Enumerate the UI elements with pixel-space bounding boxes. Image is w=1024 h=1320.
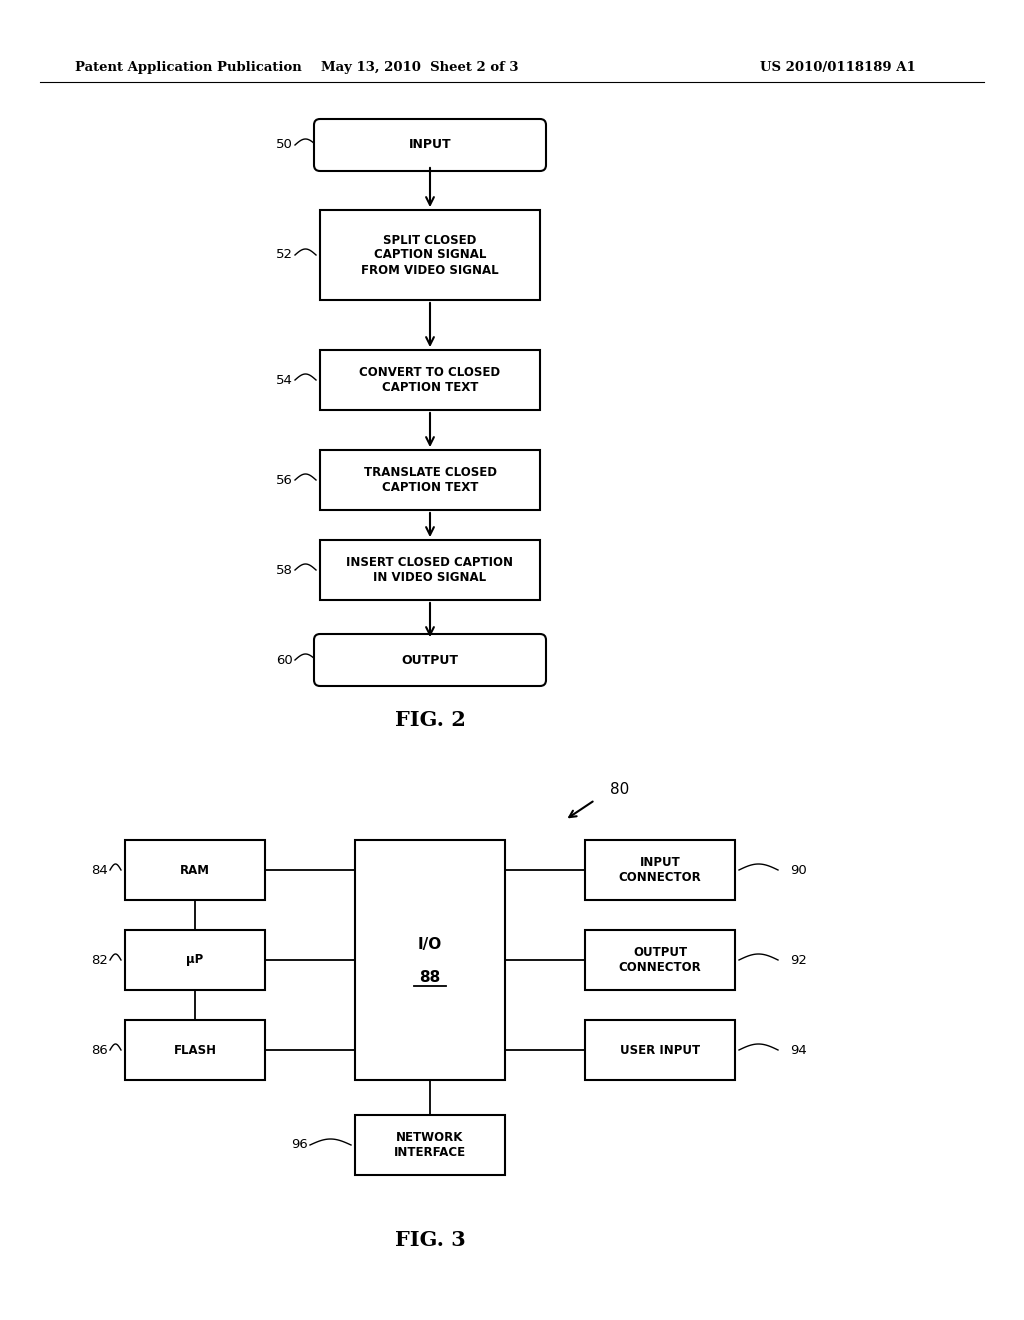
Text: 80: 80 (610, 783, 630, 797)
Text: 56: 56 (276, 474, 293, 487)
Text: 52: 52 (276, 248, 293, 261)
FancyBboxPatch shape (355, 1115, 505, 1175)
Text: 88: 88 (420, 970, 440, 986)
Text: INPUT: INPUT (409, 139, 452, 152)
FancyBboxPatch shape (585, 1020, 735, 1080)
FancyBboxPatch shape (125, 840, 265, 900)
Text: INPUT
CONNECTOR: INPUT CONNECTOR (618, 855, 701, 884)
FancyBboxPatch shape (319, 450, 540, 510)
FancyBboxPatch shape (585, 931, 735, 990)
Text: 86: 86 (91, 1044, 108, 1056)
Text: 50: 50 (276, 139, 293, 152)
Text: US 2010/0118189 A1: US 2010/0118189 A1 (760, 62, 915, 74)
Text: TRANSLATE CLOSED
CAPTION TEXT: TRANSLATE CLOSED CAPTION TEXT (364, 466, 497, 494)
FancyBboxPatch shape (125, 931, 265, 990)
Text: May 13, 2010  Sheet 2 of 3: May 13, 2010 Sheet 2 of 3 (322, 62, 519, 74)
Text: I/O: I/O (418, 937, 442, 953)
FancyBboxPatch shape (319, 540, 540, 601)
Text: 84: 84 (91, 863, 108, 876)
Text: OUTPUT
CONNECTOR: OUTPUT CONNECTOR (618, 946, 701, 974)
Text: FIG. 3: FIG. 3 (394, 1230, 465, 1250)
Text: 90: 90 (790, 863, 807, 876)
Text: OUTPUT: OUTPUT (401, 653, 459, 667)
Text: 60: 60 (276, 653, 293, 667)
Text: NETWORK
INTERFACE: NETWORK INTERFACE (394, 1131, 466, 1159)
Text: 58: 58 (276, 564, 293, 577)
FancyBboxPatch shape (125, 1020, 265, 1080)
Text: RAM: RAM (180, 863, 210, 876)
FancyBboxPatch shape (585, 840, 735, 900)
Text: FLASH: FLASH (173, 1044, 216, 1056)
Text: 96: 96 (291, 1138, 308, 1151)
Text: USER INPUT: USER INPUT (620, 1044, 700, 1056)
FancyBboxPatch shape (314, 634, 546, 686)
FancyBboxPatch shape (319, 350, 540, 411)
Text: 92: 92 (790, 953, 807, 966)
Text: FIG. 2: FIG. 2 (394, 710, 466, 730)
Text: 94: 94 (790, 1044, 807, 1056)
FancyBboxPatch shape (314, 119, 546, 172)
Text: CONVERT TO CLOSED
CAPTION TEXT: CONVERT TO CLOSED CAPTION TEXT (359, 366, 501, 393)
Text: Patent Application Publication: Patent Application Publication (75, 62, 302, 74)
Text: INSERT CLOSED CAPTION
IN VIDEO SIGNAL: INSERT CLOSED CAPTION IN VIDEO SIGNAL (346, 556, 513, 583)
Text: μP: μP (186, 953, 204, 966)
FancyBboxPatch shape (355, 840, 505, 1080)
FancyBboxPatch shape (319, 210, 540, 300)
Text: SPLIT CLOSED
CAPTION SIGNAL
FROM VIDEO SIGNAL: SPLIT CLOSED CAPTION SIGNAL FROM VIDEO S… (361, 234, 499, 276)
Text: 82: 82 (91, 953, 108, 966)
Text: 54: 54 (276, 374, 293, 387)
